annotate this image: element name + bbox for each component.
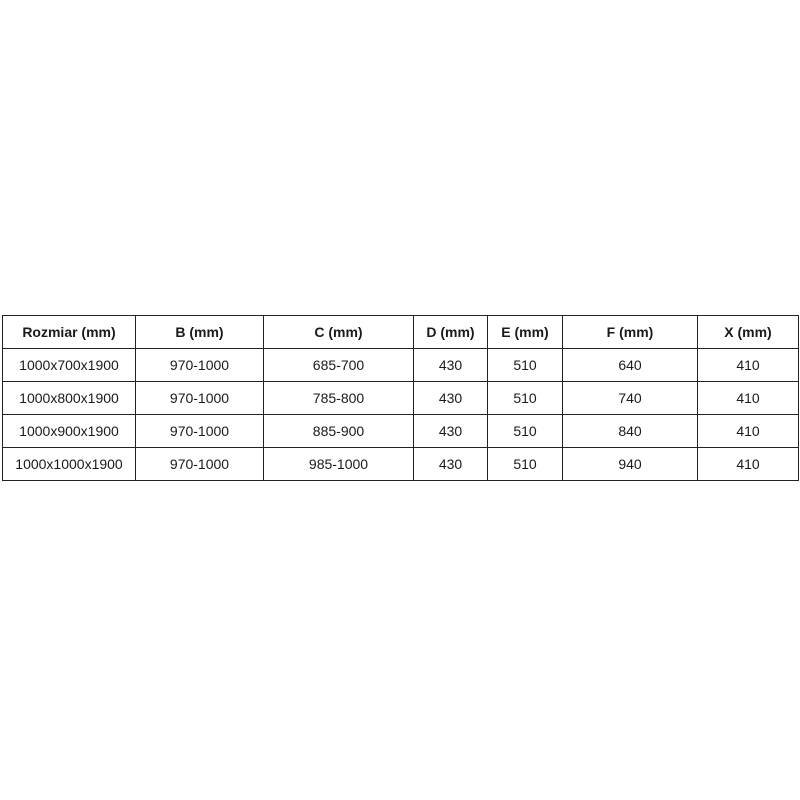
table-cell: 685-700 bbox=[263, 348, 414, 382]
table-cell: 840 bbox=[562, 414, 698, 448]
table-cell: 1000x700x1900 bbox=[2, 348, 136, 382]
table-cell: 940 bbox=[562, 447, 698, 481]
table-cell: 410 bbox=[697, 348, 799, 382]
table-cell: 510 bbox=[487, 414, 563, 448]
table-row: 1000x900x1900 970-1000 885-900 430 510 840 410 bbox=[2, 414, 799, 448]
table-cell: 510 bbox=[487, 447, 563, 481]
table-row: 1000x1000x1900 970-1000 985-1000 430 510 940 4… bbox=[2, 447, 799, 481]
table-cell: 430 bbox=[413, 381, 488, 415]
header-cell: X (mm) bbox=[697, 315, 799, 349]
header-cell: F (mm) bbox=[562, 315, 698, 349]
table-cell: 640 bbox=[562, 348, 698, 382]
header-cell: D (mm) bbox=[413, 315, 488, 349]
table-cell: 1000x800x1900 bbox=[2, 381, 136, 415]
header-cell: E (mm) bbox=[487, 315, 563, 349]
table-cell: 510 bbox=[487, 381, 563, 415]
table-cell: 410 bbox=[697, 447, 799, 481]
table-cell: 430 bbox=[413, 348, 488, 382]
header-cell: C (mm) bbox=[263, 315, 414, 349]
table-cell: 410 bbox=[697, 414, 799, 448]
table-cell: 1000x1000x1900 bbox=[2, 447, 136, 481]
table-cell: 970-1000 bbox=[135, 381, 264, 415]
table-row: 1000x700x1900 970-1000 685-700 430 510 640 410 bbox=[2, 348, 799, 382]
table-cell: 430 bbox=[413, 414, 488, 448]
table-cell: 410 bbox=[697, 381, 799, 415]
table-cell: 1000x900x1900 bbox=[2, 414, 136, 448]
table-row: 1000x800x1900 970-1000 785-800 430 510 740 410 bbox=[2, 381, 799, 415]
header-cell: B (mm) bbox=[135, 315, 264, 349]
table-cell: 970-1000 bbox=[135, 348, 264, 382]
table-cell: 970-1000 bbox=[135, 447, 264, 481]
table-header-row: Rozmiar (mm) B (mm) C (mm) D (mm) E (mm)… bbox=[2, 315, 799, 349]
table-cell: 985-1000 bbox=[263, 447, 414, 481]
table-cell: 885-900 bbox=[263, 414, 414, 448]
table-cell: 970-1000 bbox=[135, 414, 264, 448]
table-cell: 430 bbox=[413, 447, 488, 481]
table-cell: 740 bbox=[562, 381, 698, 415]
table-cell: 510 bbox=[487, 348, 563, 382]
dimensions-table: Rozmiar (mm) B (mm) C (mm) D (mm) E (mm)… bbox=[2, 315, 799, 481]
table-cell: 785-800 bbox=[263, 381, 414, 415]
header-cell: Rozmiar (mm) bbox=[2, 315, 136, 349]
